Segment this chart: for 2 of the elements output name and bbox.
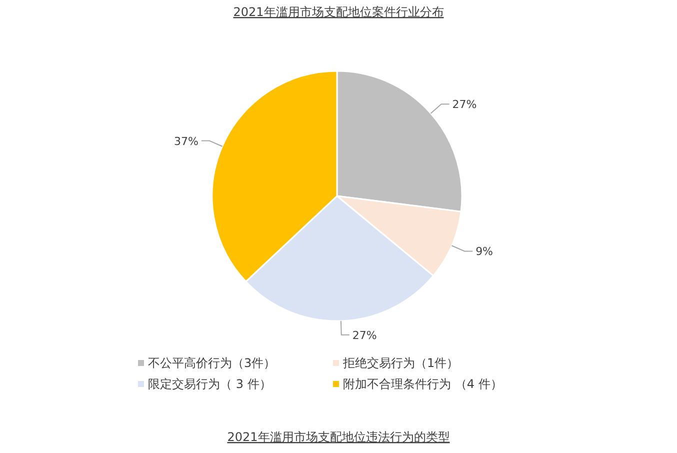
annotation: 2021年滥用市场支配地位违法行为的类型 [227,430,450,444]
title: 2021年滥用市场支配地位案件行业分布 [233,5,444,19]
